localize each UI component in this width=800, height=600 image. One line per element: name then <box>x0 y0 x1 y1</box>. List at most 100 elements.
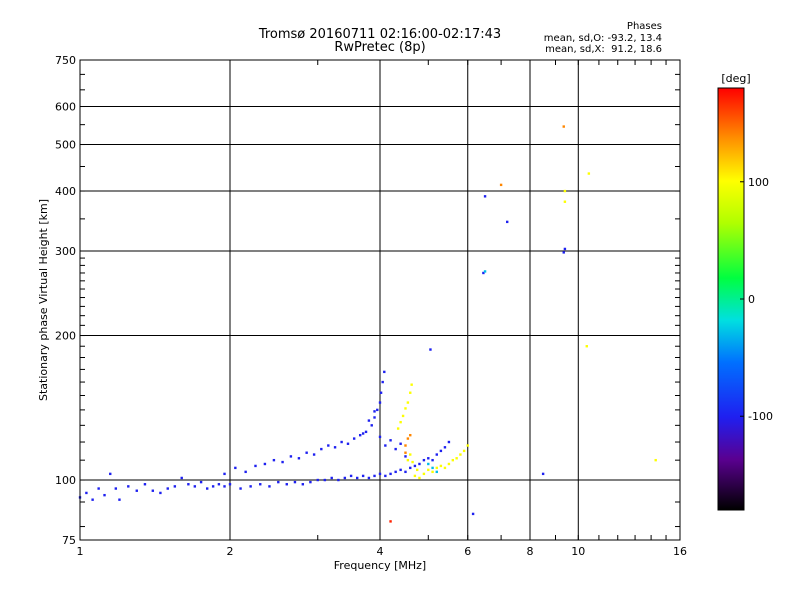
data-point <box>404 444 407 447</box>
data-point <box>373 416 376 419</box>
data-point <box>211 485 215 488</box>
axis-tick-labels: 1 2 4 6 8 10 16 75 100 200 300 400 500 600 750 <box>55 54 687 558</box>
data-point <box>358 433 362 437</box>
data-point <box>376 408 379 412</box>
data-point <box>327 444 330 447</box>
data-point <box>378 435 382 439</box>
chart-subtitle: RwPretec (8p) <box>334 40 426 55</box>
data-point <box>471 512 475 516</box>
data-point <box>361 474 365 478</box>
data-point <box>459 453 462 456</box>
data-point <box>411 460 414 464</box>
data-point <box>399 468 402 472</box>
data-point <box>127 485 130 488</box>
y-tick-label: 75 <box>62 534 76 547</box>
data-point <box>466 444 469 447</box>
data-point <box>159 491 162 495</box>
data-point <box>355 476 359 480</box>
data-point <box>367 476 371 480</box>
data-point <box>263 462 267 466</box>
data-point <box>239 487 242 490</box>
data-point <box>585 345 588 348</box>
data-point <box>143 483 147 486</box>
data-point <box>413 464 417 468</box>
data-point <box>413 474 417 478</box>
y-tick-label: 200 <box>55 330 76 343</box>
data-point <box>394 470 397 474</box>
data-point <box>384 474 387 478</box>
x-tick-label: 1 <box>77 545 84 558</box>
data-point <box>401 414 405 418</box>
data-point <box>406 458 410 462</box>
data-point <box>563 189 567 193</box>
data-point <box>406 401 410 404</box>
data-point <box>399 420 402 424</box>
data-point <box>505 220 509 224</box>
data-point <box>443 466 447 470</box>
colorbar-tick-label: 100 <box>748 176 769 189</box>
data-point <box>427 457 430 460</box>
data-point <box>297 457 301 460</box>
x-tick-label: 2 <box>227 545 234 558</box>
data-point <box>370 424 373 427</box>
data-point <box>396 427 400 430</box>
data-point <box>429 348 432 351</box>
data-point <box>349 474 353 478</box>
data-point <box>422 458 426 462</box>
data-point <box>333 446 337 449</box>
y-tick-label: 750 <box>55 54 76 67</box>
phases-o-stats: mean, sd,O: -93.2, 13.4 <box>543 33 662 44</box>
y-tick-label: 100 <box>55 474 76 487</box>
data-point <box>389 520 392 523</box>
data-point <box>541 472 545 476</box>
data-point <box>409 466 412 470</box>
data-point <box>431 470 434 474</box>
data-point <box>431 458 434 462</box>
data-point <box>254 464 257 468</box>
data-point <box>135 489 138 492</box>
data-point <box>389 472 392 476</box>
data-point <box>114 487 118 490</box>
x-tick-label: 8 <box>527 545 534 558</box>
data-point <box>384 444 387 447</box>
data-point <box>281 460 284 464</box>
data-point <box>409 391 412 394</box>
data-point <box>379 391 383 394</box>
data-point <box>435 453 438 456</box>
data-point <box>562 125 565 128</box>
data-point <box>323 478 327 482</box>
data-point <box>404 451 407 454</box>
data-point <box>346 442 350 445</box>
axis-ticks <box>79 59 681 540</box>
data-point <box>193 485 197 488</box>
data-point <box>249 485 252 488</box>
data-point <box>418 476 421 480</box>
data-point <box>563 200 567 203</box>
data-point <box>381 380 384 384</box>
x-tick-label: 4 <box>377 545 384 558</box>
x-tick-label: 10 <box>571 545 585 558</box>
data-point <box>293 480 297 484</box>
data-point <box>244 470 247 474</box>
data-point <box>409 433 412 437</box>
data-point <box>259 483 262 486</box>
data-point <box>217 483 221 486</box>
data-point <box>205 487 209 490</box>
data-point <box>404 455 407 458</box>
data-point <box>118 498 121 501</box>
data-point <box>451 458 455 462</box>
data-point <box>272 458 276 462</box>
data-point <box>309 480 312 484</box>
data-point <box>399 442 402 445</box>
data-point <box>404 407 407 410</box>
data-point <box>268 485 271 488</box>
data-point <box>435 466 438 470</box>
data-point <box>499 183 503 187</box>
data-point <box>455 457 458 460</box>
data-point <box>320 447 323 451</box>
data-point <box>166 487 169 490</box>
data-point <box>234 466 237 470</box>
y-axis-label: Stationary phase Virtual Height [km] <box>37 199 50 401</box>
data-point <box>409 453 412 456</box>
